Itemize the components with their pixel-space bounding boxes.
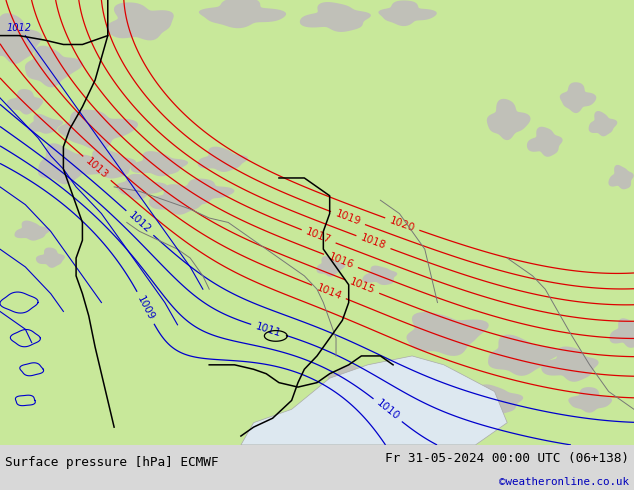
Polygon shape [609, 318, 634, 348]
Text: Surface pressure [hPa] ECMWF: Surface pressure [hPa] ECMWF [5, 457, 219, 469]
Text: ©weatheronline.co.uk: ©weatheronline.co.uk [499, 477, 629, 487]
Polygon shape [199, 0, 286, 28]
Polygon shape [487, 99, 531, 140]
Polygon shape [0, 13, 42, 64]
Polygon shape [406, 312, 489, 356]
Text: 1012: 1012 [6, 23, 31, 33]
Polygon shape [560, 82, 597, 113]
Polygon shape [300, 2, 371, 32]
Polygon shape [363, 266, 398, 285]
Polygon shape [488, 335, 559, 376]
Text: 1014: 1014 [315, 282, 343, 301]
Polygon shape [588, 111, 618, 136]
Text: 1016: 1016 [327, 251, 355, 270]
Text: 1012: 1012 [127, 211, 153, 236]
Polygon shape [7, 89, 43, 115]
Polygon shape [106, 2, 174, 41]
Polygon shape [15, 220, 50, 241]
Polygon shape [316, 256, 346, 277]
Polygon shape [198, 147, 248, 172]
Polygon shape [131, 151, 188, 176]
Text: Fr 31-05-2024 00:00 UTC (06+138): Fr 31-05-2024 00:00 UTC (06+138) [385, 452, 629, 465]
Polygon shape [527, 127, 562, 157]
Text: 1009: 1009 [135, 294, 156, 322]
Polygon shape [36, 247, 65, 268]
Text: 1013: 1013 [84, 156, 110, 181]
Polygon shape [25, 46, 83, 87]
Polygon shape [58, 110, 138, 150]
Text: 1019: 1019 [334, 209, 362, 227]
Text: 1011: 1011 [254, 321, 283, 339]
Polygon shape [79, 148, 136, 178]
Polygon shape [149, 184, 207, 215]
Polygon shape [609, 165, 634, 189]
Text: 1017: 1017 [304, 227, 333, 246]
Polygon shape [241, 356, 507, 445]
Text: 1020: 1020 [388, 215, 417, 233]
Polygon shape [176, 178, 235, 204]
Text: 1018: 1018 [359, 233, 387, 251]
Polygon shape [38, 143, 95, 184]
Text: 1010: 1010 [374, 398, 401, 422]
Text: 1015: 1015 [348, 277, 377, 296]
Polygon shape [568, 387, 612, 413]
Polygon shape [541, 346, 598, 382]
Polygon shape [378, 0, 437, 26]
Polygon shape [467, 384, 523, 414]
Polygon shape [27, 114, 63, 134]
Polygon shape [116, 174, 167, 200]
Polygon shape [382, 376, 434, 407]
Polygon shape [328, 365, 372, 391]
